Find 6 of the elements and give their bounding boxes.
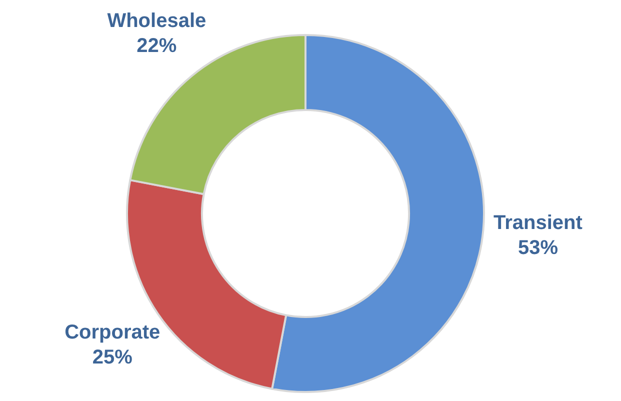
slice-label: Wholesale (107, 10, 206, 32)
data-label: 53% (518, 236, 558, 259)
slice-label: Transient (494, 212, 583, 234)
data-label: 22% (136, 35, 177, 58)
slice-label: Corporate (64, 321, 160, 344)
data-label: 25% (92, 346, 133, 368)
